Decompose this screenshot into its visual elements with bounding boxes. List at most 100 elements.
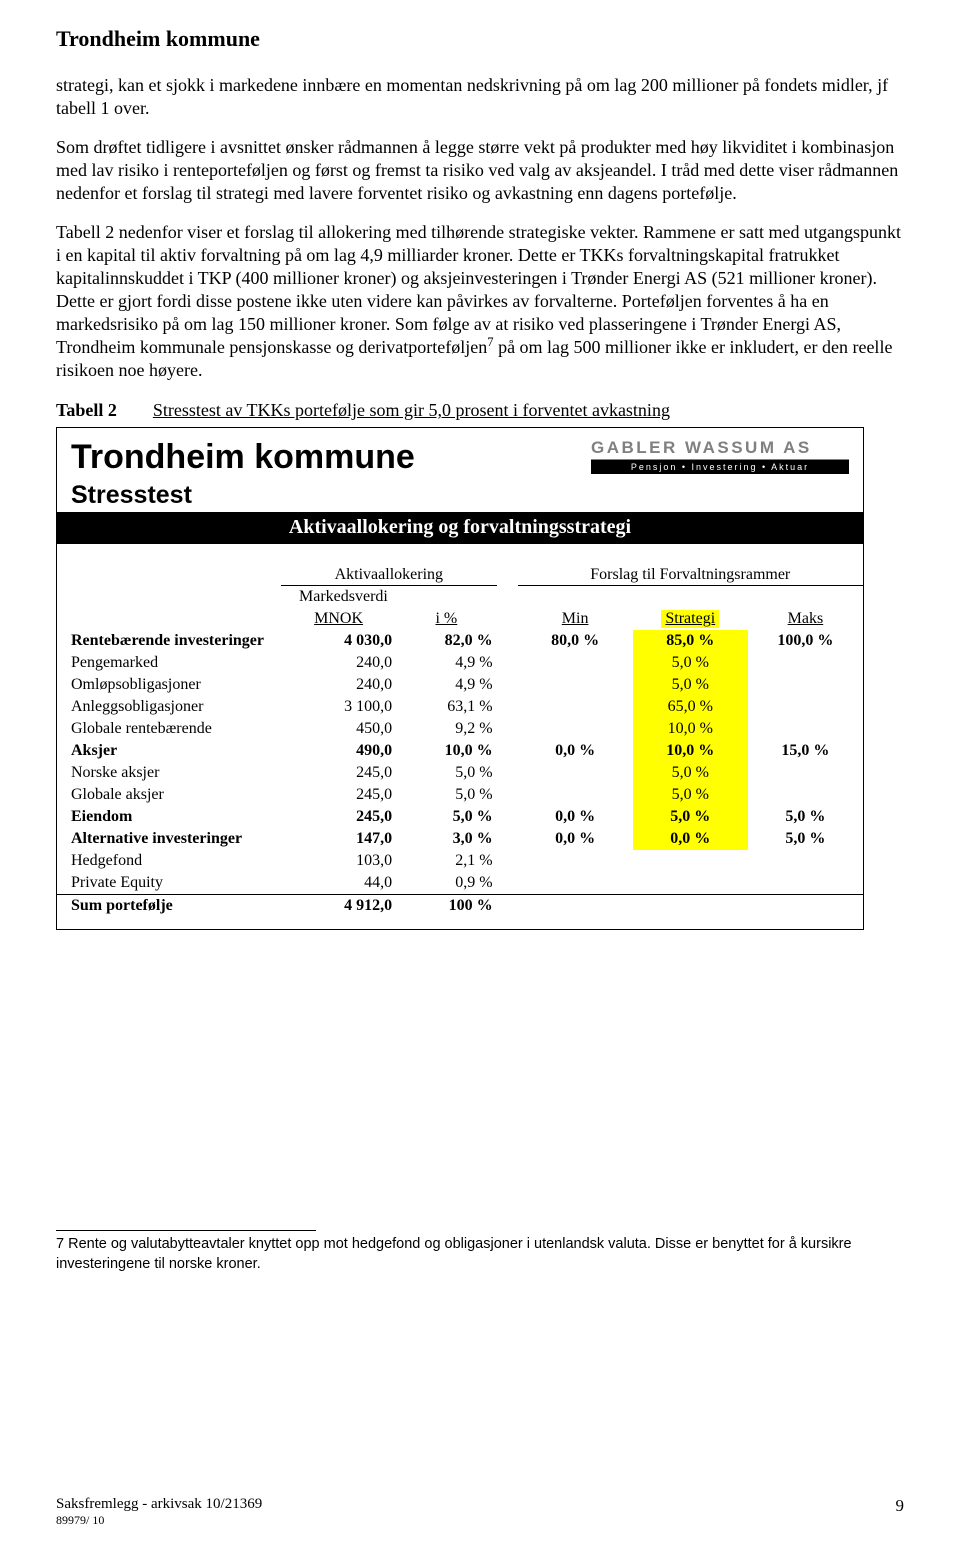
table-cell: 5,0 %: [396, 762, 496, 784]
table-cell: [748, 718, 863, 740]
table-row: Rentebærende investeringer4 030,082,0 %8…: [57, 630, 863, 652]
paragraph-1: strategi, kan et sjokk i markedene innbæ…: [56, 74, 904, 120]
table-cell: 240,0: [281, 674, 396, 696]
table-cell: [748, 652, 863, 674]
table-cell: 44,0: [281, 872, 396, 895]
table-row: Anleggsobligasjoner3 100,063,1 %65,0 %: [57, 696, 863, 718]
table-cell: [633, 895, 748, 918]
table-cell: 0,9 %: [396, 872, 496, 895]
table-caption: Stresstest av TKKs portefølje som gir 5,…: [153, 400, 670, 420]
paragraph-3: Tabell 2 nedenfor viser et forslag til a…: [56, 221, 904, 382]
table-cell: [497, 696, 518, 718]
table-cell: [497, 674, 518, 696]
page-footer: Saksfremlegg - arkivsak 10/21369 89979/ …: [56, 1496, 904, 1528]
footer-line-1: Saksfremlegg - arkivsak 10/21369: [56, 1496, 904, 1513]
page: Trondheim kommune strategi, kan et sjokk…: [0, 0, 960, 1554]
logo: GABLER WASSUM AS Pensjon • Investering •…: [591, 438, 849, 474]
table-cell: Rentebærende investeringer: [57, 630, 281, 652]
table-cell: [633, 850, 748, 872]
table-cell: 147,0: [281, 828, 396, 850]
stresstest-panel: Trondheim kommune GABLER WASSUM AS Pensj…: [56, 427, 864, 930]
table-cell: 5,0 %: [748, 806, 863, 828]
table-cell: [518, 762, 633, 784]
table-cell: [748, 895, 863, 918]
table-cell: Eiendom: [57, 806, 281, 828]
sub-header-strat: Strategi: [633, 608, 748, 630]
table-cell: [497, 784, 518, 806]
footnote-rule: [56, 1230, 316, 1231]
table-sub-row-2: MNOK i % Min Strategi Maks: [57, 608, 863, 630]
table-cell: Private Equity: [57, 872, 281, 895]
table-cell: [748, 674, 863, 696]
table-cell: 0,0 %: [518, 740, 633, 762]
allocation-table: Aktivaallokering Forslag til Forvaltning…: [57, 566, 863, 917]
table-cell: Aksjer: [57, 740, 281, 762]
table-cell: Alternative investeringer: [57, 828, 281, 850]
table-row: Eiendom245,05,0 %0,0 %5,0 %5,0 %: [57, 806, 863, 828]
table-cell: 65,0 %: [633, 696, 748, 718]
table-cell: [518, 872, 633, 895]
table-cell: 5,0 %: [633, 674, 748, 696]
sub-header-mv: Markedsverdi: [281, 586, 497, 609]
footer-line-2: 89979/ 10: [56, 1513, 904, 1528]
table-cell: 5,0 %: [633, 762, 748, 784]
table-cell: 4 030,0: [281, 630, 396, 652]
table-row: Pengemarked240,04,9 %5,0 %: [57, 652, 863, 674]
table-cell: Omløpsobligasjoner: [57, 674, 281, 696]
table-number: Tabell 2: [56, 400, 117, 420]
table-cell: 10,0 %: [396, 740, 496, 762]
sub-header-ipct: i %: [396, 608, 496, 630]
table-row: Globale aksjer245,05,0 %5,0 %: [57, 784, 863, 806]
panel-header: Trondheim kommune GABLER WASSUM AS Pensj…: [57, 428, 863, 477]
table-cell: [748, 784, 863, 806]
table-cell: [497, 718, 518, 740]
table-cell: [497, 630, 518, 652]
table-cell: Sum portefølje: [57, 895, 281, 918]
table-cell: [748, 696, 863, 718]
panel-title: Trondheim kommune: [71, 438, 415, 477]
table-cell: 103,0: [281, 850, 396, 872]
table-cell: 10,0 %: [633, 740, 748, 762]
table-cell: 0,0 %: [518, 806, 633, 828]
table-cell: 15,0 %: [748, 740, 863, 762]
table-cell: [518, 718, 633, 740]
table-cell: 4 912,0: [281, 895, 396, 918]
table-cell: 9,2 %: [396, 718, 496, 740]
table-row: Aksjer490,010,0 %0,0 %10,0 %15,0 %: [57, 740, 863, 762]
table-cell: 63,1 %: [396, 696, 496, 718]
table-cell: [497, 652, 518, 674]
sub-header-mnok: MNOK: [281, 608, 396, 630]
table-cell: Pengemarked: [57, 652, 281, 674]
table-cell: 245,0: [281, 806, 396, 828]
table-cell: [748, 872, 863, 895]
table-cell: 100,0 %: [748, 630, 863, 652]
table-sum-row: Sum portefølje4 912,0100 %: [57, 895, 863, 918]
table-cell: 10,0 %: [633, 718, 748, 740]
table-cell: 82,0 %: [396, 630, 496, 652]
table-cell: [518, 696, 633, 718]
table-cell: 490,0: [281, 740, 396, 762]
table-cell: Globale aksjer: [57, 784, 281, 806]
sub-header-max: Maks: [748, 608, 863, 630]
table-group-row: Aktivaallokering Forslag til Forvaltning…: [57, 566, 863, 586]
table-cell: [748, 762, 863, 784]
table-cell: [497, 872, 518, 895]
table-row: Globale rentebærende450,09,2 %10,0 %: [57, 718, 863, 740]
table-cell: 450,0: [281, 718, 396, 740]
table-cell: [518, 895, 633, 918]
table-row: Private Equity44,00,9 %: [57, 872, 863, 895]
footnote-text: 7 Rente og valutabytteavtaler knyttet op…: [56, 1235, 904, 1274]
table-cell: 5,0 %: [633, 806, 748, 828]
table-cell: [497, 828, 518, 850]
table-cell: [518, 674, 633, 696]
table-cell: 5,0 %: [633, 784, 748, 806]
group-header-limits: Forslag til Forvaltningsrammer: [518, 566, 863, 586]
table-cell: [748, 850, 863, 872]
table-cell: [497, 806, 518, 828]
table-cell: 4,9 %: [396, 652, 496, 674]
panel-bar: Aktivaallokering og forvaltningsstrategi: [57, 512, 863, 544]
table-cell: [633, 872, 748, 895]
table-cell: [497, 762, 518, 784]
group-header-allocation: Aktivaallokering: [281, 566, 497, 586]
document-header: Trondheim kommune: [56, 26, 904, 52]
